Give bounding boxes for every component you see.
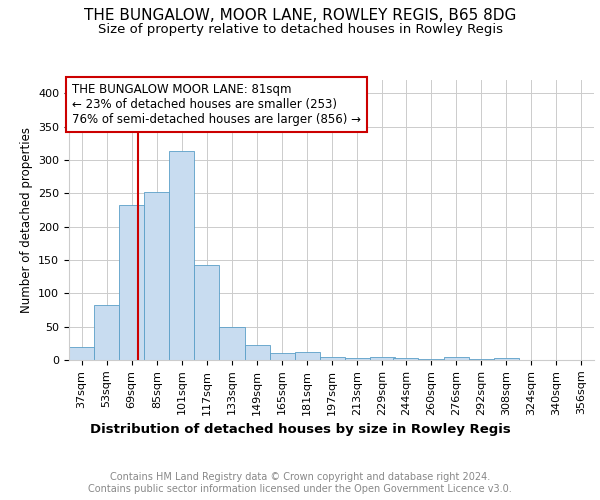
- Bar: [320, 356, 345, 360]
- Bar: [295, 352, 320, 360]
- Text: Contains HM Land Registry data © Crown copyright and database right 2024.
Contai: Contains HM Land Registry data © Crown c…: [88, 472, 512, 494]
- Bar: [245, 344, 269, 360]
- Bar: [69, 346, 94, 360]
- Text: Distribution of detached houses by size in Rowley Regis: Distribution of detached houses by size …: [89, 422, 511, 436]
- Y-axis label: Number of detached properties: Number of detached properties: [20, 127, 32, 313]
- Bar: [269, 352, 295, 360]
- Bar: [443, 358, 469, 360]
- Text: THE BUNGALOW MOOR LANE: 81sqm
← 23% of detached houses are smaller (253)
76% of : THE BUNGALOW MOOR LANE: 81sqm ← 23% of d…: [71, 83, 361, 126]
- Bar: [194, 266, 220, 360]
- Bar: [94, 304, 119, 360]
- Bar: [345, 358, 370, 360]
- Bar: [144, 192, 169, 360]
- Text: Size of property relative to detached houses in Rowley Regis: Size of property relative to detached ho…: [97, 22, 503, 36]
- Bar: [494, 358, 519, 360]
- Bar: [119, 206, 144, 360]
- Bar: [169, 152, 194, 360]
- Text: THE BUNGALOW, MOOR LANE, ROWLEY REGIS, B65 8DG: THE BUNGALOW, MOOR LANE, ROWLEY REGIS, B…: [84, 8, 516, 22]
- Bar: [220, 326, 245, 360]
- Bar: [370, 356, 395, 360]
- Bar: [394, 358, 418, 360]
